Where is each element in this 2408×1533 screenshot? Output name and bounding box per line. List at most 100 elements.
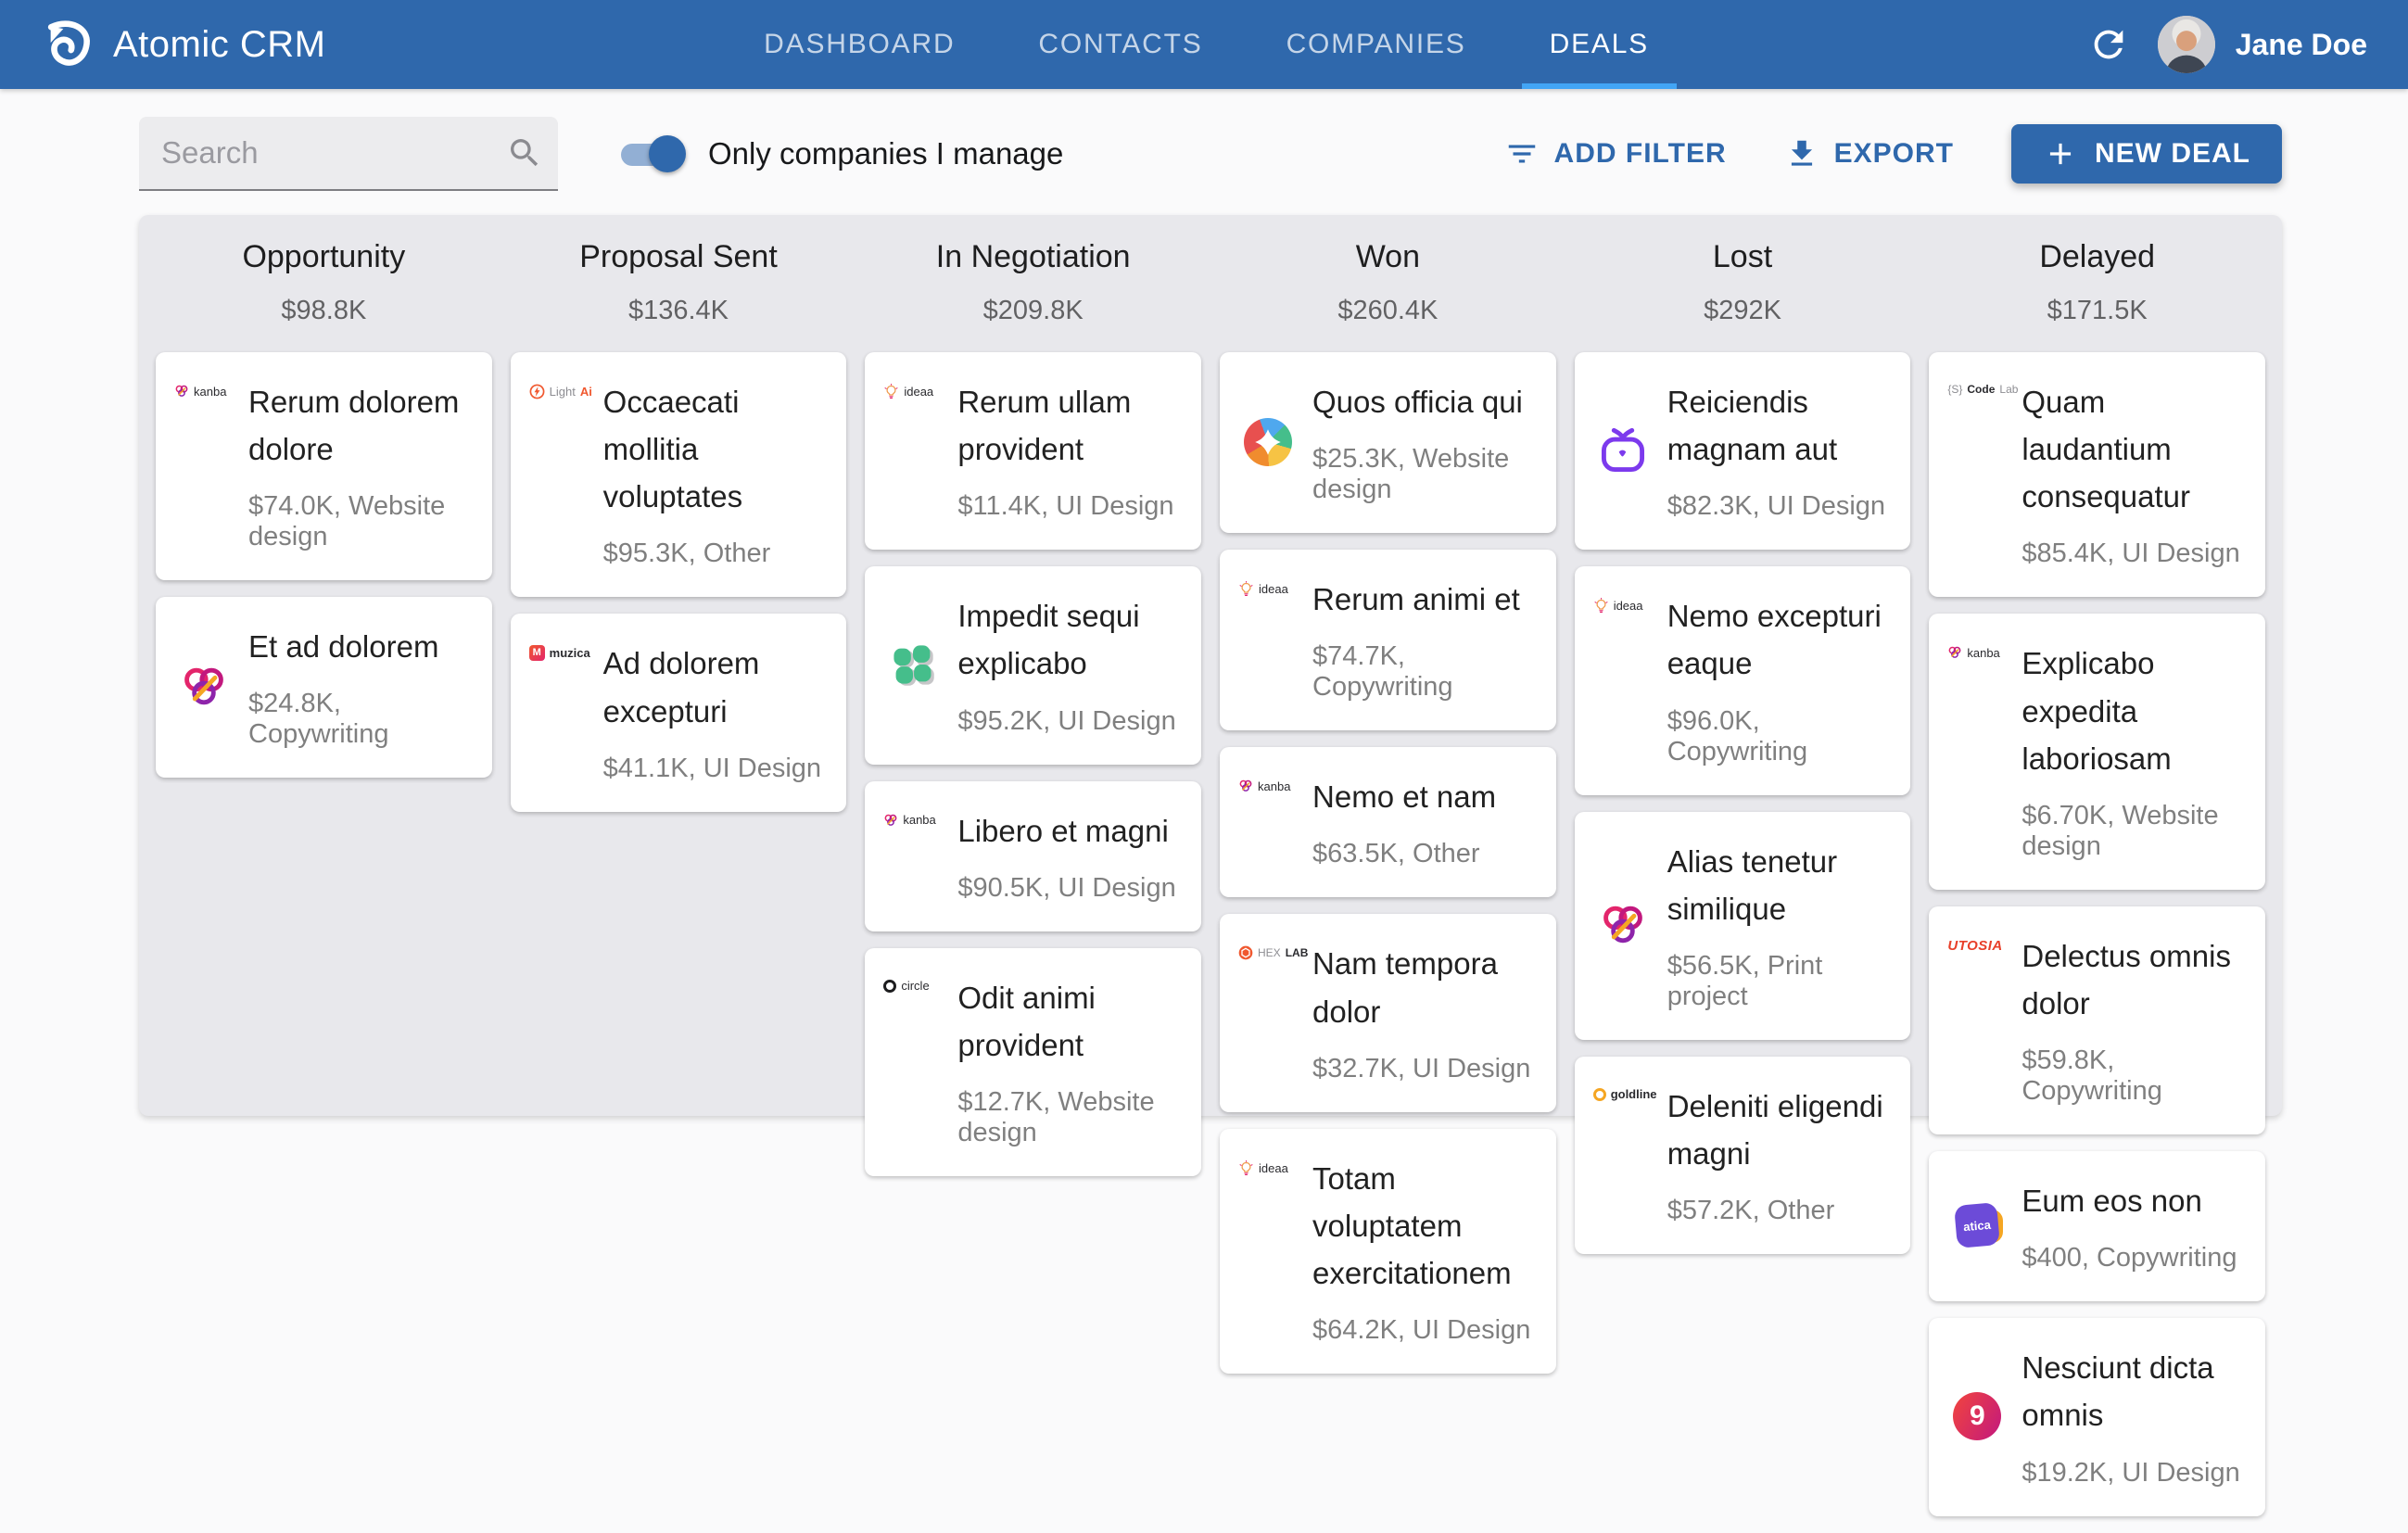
deal-card[interactable]: {S} Code Lab Quam laudantium consequatur $…	[1929, 352, 2266, 598]
deal-card[interactable]: Reiciendis magnam aut $82.3K, UI Design	[1574, 352, 1911, 551]
search-icon	[511, 139, 539, 167]
deal-amount-category: $63.5K, Other	[1312, 839, 1480, 869]
deal-card[interactable]: atica Eum eos non $400, Copywriting	[1929, 1151, 2266, 1302]
search-field	[139, 117, 558, 191]
deal-title: Rerum ullam provident	[957, 385, 1132, 467]
deal-title: Rerum dolorem dolore	[248, 385, 460, 467]
deal-amount-category: $85.4K, UI Design	[2021, 538, 2240, 569]
deal-title: Ad dolorem excepturi	[602, 646, 760, 728]
deal-amount-category: $24.8K, Copywriting	[248, 689, 389, 750]
tab-deals[interactable]: DEALS	[1521, 0, 1678, 89]
trefoil-logo	[174, 663, 234, 711]
deal-amount-category: $64.2K, UI Design	[1312, 1315, 1531, 1346]
search-input[interactable]	[139, 117, 558, 189]
ideaa-logo: ideaa	[1593, 592, 1653, 614]
column-cards: Reiciendis magnam aut $82.3K, UI Design …	[1574, 352, 1911, 1271]
board-column: Won $260.4K Quos officia qui $25.3K, Web…	[1210, 228, 1565, 1390]
board-column: Lost $292K Reiciendis magnam aut $82.3K,…	[1565, 228, 1920, 1271]
deal-card[interactable]: HEX LAB Nam tempora dolor $32.7K, UI Desi…	[1220, 914, 1556, 1112]
deal-amount-category: $19.2K, UI Design	[2021, 1457, 2240, 1488]
tab-dashboard[interactable]: DASHBOARD	[736, 0, 982, 89]
deal-amount-category: $96.0K, Copywriting	[1667, 705, 1808, 766]
new-deal-label: NEW DEAL	[2095, 138, 2250, 169]
tab-companies[interactable]: COMPANIES	[1259, 0, 1494, 89]
board-column: In Negotiation $209.8K ideaa Rerum ullam…	[855, 228, 1210, 1193]
deal-title: Reiciendis magnam aut	[1667, 385, 1838, 467]
deal-card[interactable]: circle Odit animi provident $12.7K, Webs…	[865, 947, 1202, 1176]
deal-card[interactable]: Impedit sequi explicabo $95.2K, UI Desig…	[865, 566, 1202, 765]
deal-title: Nemo excepturi eaque	[1667, 599, 1882, 681]
deal-card[interactable]: ideaa Rerum ullam provident $11.4K, UI D…	[865, 352, 1202, 551]
deal-amount-category: $90.5K, UI Design	[957, 872, 1176, 903]
toggle-label: Only companies I manage	[708, 136, 1064, 171]
deal-card[interactable]: Alias tenetur similique $56.5K, Print pr…	[1574, 811, 1911, 1040]
deal-amount-category: $400, Copywriting	[2021, 1243, 2237, 1273]
deal-card[interactable]: Light Ai Occaecati mollitia voluptates $9…	[510, 352, 847, 598]
only-companies-toggle[interactable]	[619, 135, 686, 172]
add-filter-button[interactable]: ADD FILTER	[1499, 135, 1732, 172]
deal-card[interactable]: Et ad dolorem $24.8K, Copywriting	[156, 597, 492, 779]
user-name: Jane Doe	[2235, 27, 2367, 61]
deal-title: Deleniti eligendi magni	[1667, 1088, 1883, 1171]
goldline-logo: goldline	[1592, 1083, 1657, 1101]
board-column: Delayed $171.5K {S} Code Lab Quam laudanti…	[1920, 228, 2275, 1533]
deal-card[interactable]: UTOSIA Delectus omnis dolor $59.8K, Copy…	[1929, 906, 2266, 1135]
deals-toolbar: Only companies I manage ADD FILTER EXPOR…	[139, 117, 2282, 191]
deal-amount-category: $59.8K, Copywriting	[2021, 1045, 2162, 1107]
column-total: $292K	[1704, 296, 1781, 325]
deal-title: Alias tenetur similique	[1667, 843, 1838, 926]
user-menu[interactable]: Jane Doe	[2157, 16, 2367, 73]
kanba-logo: kanba	[1238, 773, 1298, 793]
app-title: Atomic CRM	[113, 23, 326, 65]
deal-title: Explicabo expedita laboriosam	[2021, 646, 2172, 776]
column-cards: Light Ai Occaecati mollitia voluptates $9…	[510, 352, 847, 829]
plus-icon	[2049, 143, 2072, 165]
deals-board: Opportunity $98.8K kanba Rerum dolorem d…	[139, 215, 2282, 1516]
deal-amount-category: $25.3K, Website design	[1312, 444, 1510, 505]
column-cards: ideaa Rerum ullam provident $11.4K, UI D…	[865, 352, 1202, 1193]
deal-title: Delectus omnis dolor	[2021, 938, 2231, 1020]
circle-logo: circle	[883, 974, 943, 993]
add-filter-label: ADD FILTER	[1553, 138, 1727, 169]
hexlab-logo: HEX LAB	[1238, 940, 1308, 960]
refresh-button[interactable]	[2087, 23, 2130, 66]
deal-amount-category: $32.7K, UI Design	[1312, 1053, 1531, 1083]
deal-card[interactable]: kanba Explicabo expedita laboriosam $6.7…	[1929, 614, 2266, 890]
board-column: Opportunity $98.8K kanba Rerum dolorem d…	[146, 228, 501, 794]
deal-card[interactable]: ideaa Nemo excepturi eaque $96.0K, Copyw…	[1574, 566, 1911, 795]
deal-title: Eum eos non	[2021, 1184, 2202, 1219]
deal-card[interactable]: goldline Deleniti eligendi magni $57.2K,…	[1574, 1056, 1911, 1255]
deal-card[interactable]: kanba Nemo et nam $63.5K, Other	[1220, 747, 1556, 898]
deal-card[interactable]: kanba Libero et magni $90.5K, UI Design	[865, 780, 1202, 931]
deal-title: Nemo et nam	[1312, 779, 1497, 815]
column-total: $98.8K	[281, 296, 367, 325]
column-total: $260.4K	[1337, 296, 1438, 325]
column-cards: kanba Rerum dolorem dolore $74.0K, Websi…	[156, 352, 492, 794]
deal-card[interactable]: Quos officia qui $25.3K, Website design	[1220, 352, 1556, 534]
app-logo-icon	[39, 17, 95, 72]
avatar	[2157, 16, 2215, 73]
kanba-logo: kanba	[174, 378, 234, 399]
kanba-logo: kanba	[1947, 640, 2007, 660]
deal-card[interactable]: ideaa Rerum animi et $74.7K, Copywriting	[1220, 550, 1556, 731]
new-deal-button[interactable]: NEW DEAL	[2011, 124, 2282, 184]
deal-title: Quos officia qui	[1312, 385, 1523, 419]
column-title: In Negotiation	[935, 239, 1131, 274]
deal-title: Libero et magni	[957, 813, 1169, 848]
deal-amount-category: $57.2K, Other	[1667, 1196, 1835, 1226]
app-header: Atomic CRM DASHBOARD CONTACTS COMPANIES …	[0, 0, 2408, 89]
deal-amount-category: $95.3K, Other	[602, 538, 771, 569]
deal-card[interactable]: kanba Rerum dolorem dolore $74.0K, Websi…	[156, 352, 492, 581]
deal-card[interactable]: 9 Nesciunt dicta omnis $19.2K, UI Design	[1929, 1318, 2266, 1516]
column-title: Lost	[1712, 239, 1773, 274]
deal-amount-category: $74.7K, Copywriting	[1312, 641, 1453, 703]
deal-title: Nam tempora dolor	[1312, 946, 1498, 1029]
export-button[interactable]: EXPORT	[1779, 135, 1959, 172]
codelab-logo: {S} Code Lab	[1947, 383, 2019, 396]
deal-title: Odit animi provident	[957, 980, 1096, 1062]
tab-contacts[interactable]: CONTACTS	[1010, 0, 1230, 89]
deal-title: Occaecati mollitia voluptates	[602, 385, 743, 514]
deal-card[interactable]: ideaa Totam voluptatem exercitationem $6…	[1220, 1128, 1556, 1375]
